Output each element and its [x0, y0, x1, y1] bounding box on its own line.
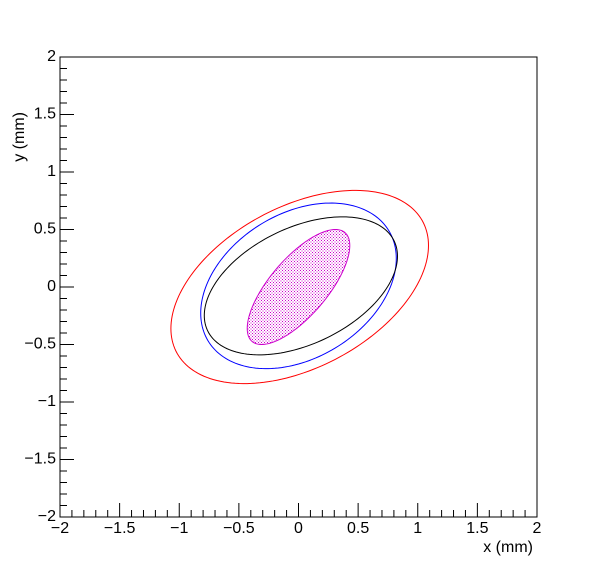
y-tick-label: 0: [47, 278, 56, 295]
ellipse: [200, 202, 397, 370]
y-tick-label: −1.5: [24, 451, 56, 468]
x-tick-label: −1.5: [104, 520, 136, 537]
x-tick-label: −1: [170, 520, 188, 537]
y-axis-label: y (mm): [11, 112, 28, 162]
x-tick-label: 0.5: [347, 520, 369, 537]
ellipse: [170, 189, 429, 385]
x-axis-label: x (mm): [483, 539, 533, 556]
x-tick-label: −0.5: [223, 520, 255, 537]
x-tick-label: 1: [413, 520, 422, 537]
y-tick-label: 2: [47, 48, 56, 65]
y-tick-label: 0.5: [34, 221, 56, 238]
ellipse: [203, 216, 398, 356]
y-tick-label: −0.5: [24, 336, 56, 353]
x-tick-label: 0: [294, 520, 303, 537]
y-tick-label: −2: [38, 508, 56, 525]
y-tick-label: 1: [47, 163, 56, 180]
x-tick-label: 2: [533, 520, 542, 537]
x-tick-label: 1.5: [466, 520, 488, 537]
filled-ellipse: [246, 228, 351, 346]
y-tick-label: −1: [38, 393, 56, 410]
y-tick-label: 1.5: [34, 106, 56, 123]
x-tick-label: −2: [51, 520, 69, 537]
